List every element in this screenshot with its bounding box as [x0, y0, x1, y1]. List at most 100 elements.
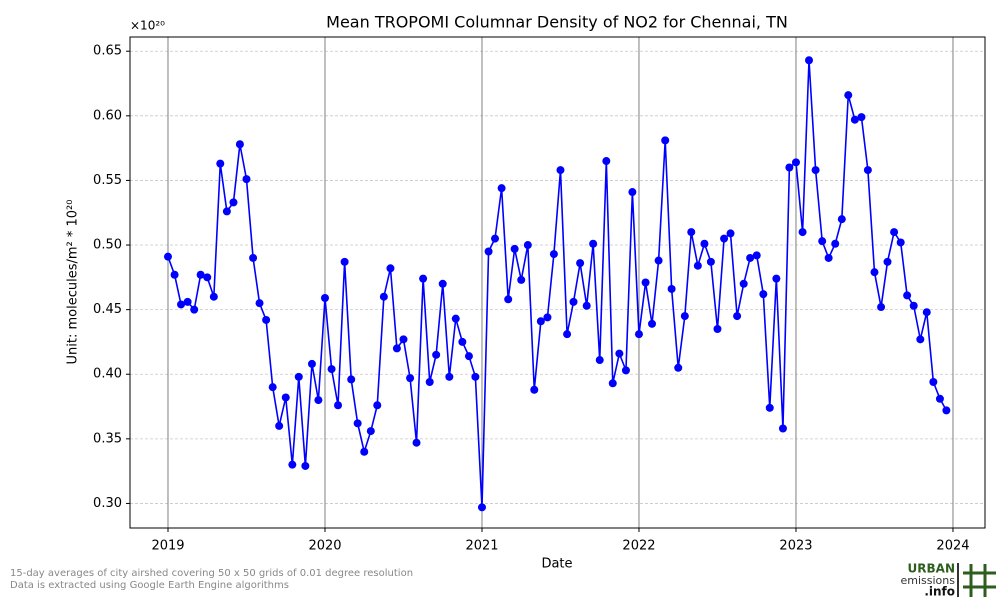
data-point	[334, 401, 343, 410]
data-point	[530, 385, 539, 394]
data-point	[497, 184, 506, 193]
y-tick-label: 0.60	[93, 108, 122, 123]
data-point	[163, 252, 172, 261]
data-point	[661, 136, 670, 145]
data-point	[425, 377, 434, 386]
data-point	[648, 319, 657, 328]
data-point	[471, 372, 480, 381]
data-point	[909, 301, 918, 310]
y-tick-label: 0.45	[93, 302, 122, 317]
data-point	[896, 238, 905, 247]
data-point	[445, 372, 454, 381]
data-point	[451, 314, 460, 323]
data-point	[216, 159, 225, 168]
data-point	[935, 394, 944, 403]
data-point	[811, 166, 820, 175]
data-point	[281, 393, 290, 402]
logo-text: emissions	[901, 574, 956, 587]
y-axis-label: Unit: molecules/m² * 10²⁰	[66, 200, 81, 365]
data-point	[340, 257, 349, 266]
data-point	[177, 300, 186, 309]
data-point	[870, 268, 879, 277]
data-point	[438, 279, 447, 288]
y-tick-label: 0.55	[93, 173, 122, 188]
data-point	[510, 244, 519, 253]
data-point	[556, 166, 565, 175]
data-point	[700, 239, 709, 248]
data-point	[275, 421, 284, 430]
data-point	[491, 234, 500, 243]
data-point	[818, 237, 827, 246]
data-point	[608, 379, 617, 388]
data-point	[419, 274, 428, 283]
data-point	[255, 299, 264, 308]
data-point	[883, 257, 892, 266]
data-point	[746, 253, 755, 262]
data-point	[222, 207, 231, 216]
data-point	[589, 239, 598, 248]
data-point	[582, 301, 591, 310]
data-point	[720, 234, 729, 243]
data-point	[190, 305, 199, 314]
data-point	[667, 284, 676, 293]
data-point	[576, 259, 585, 268]
data-point	[595, 356, 604, 365]
data-point	[831, 239, 840, 248]
data-point	[903, 291, 912, 300]
data-point	[785, 163, 794, 172]
y-tick-label: 0.35	[93, 431, 122, 446]
logo-grid	[963, 564, 996, 597]
footnote: 15-day averages of city airshed covering…	[10, 568, 413, 579]
footnote: Data is extracted using Google Earth Eng…	[10, 580, 289, 591]
data-point	[563, 330, 572, 339]
data-point	[680, 312, 689, 321]
data-point	[504, 295, 513, 304]
data-point	[464, 352, 473, 361]
data-point	[857, 113, 866, 122]
chart-title: Mean TROPOMI Columnar Density of NO2 for…	[326, 13, 788, 32]
data-point	[386, 264, 395, 273]
y-tick-label: 0.50	[93, 238, 122, 253]
data-point	[242, 175, 251, 184]
data-point	[922, 308, 931, 317]
data-point	[543, 313, 552, 322]
data-point	[536, 317, 545, 326]
data-point	[327, 365, 336, 374]
data-point	[641, 278, 650, 287]
data-point	[634, 330, 643, 339]
data-point	[726, 229, 735, 238]
data-point	[805, 56, 814, 65]
data-point	[458, 337, 467, 346]
data-point	[844, 91, 853, 100]
data-point	[765, 403, 774, 412]
data-point	[733, 312, 742, 321]
data-point	[320, 294, 329, 303]
data-point	[517, 275, 526, 284]
data-point	[347, 375, 356, 384]
data-point	[203, 273, 212, 282]
data-point	[824, 253, 833, 262]
x-axis-label: Date	[541, 557, 572, 572]
y-tick-label: 0.30	[93, 496, 122, 511]
data-point	[307, 359, 316, 368]
data-point	[863, 166, 872, 175]
data-point	[569, 297, 578, 306]
data-point	[877, 303, 886, 312]
data-point	[406, 374, 415, 383]
data-point	[942, 406, 951, 415]
y-tick-label: 0.65	[93, 44, 122, 59]
data-point	[183, 297, 192, 306]
y-tick-label: 0.40	[93, 367, 122, 382]
data-point	[268, 383, 277, 392]
data-point	[713, 325, 722, 334]
data-point	[379, 292, 388, 301]
data-point	[484, 247, 493, 256]
x-tick-label: 2024	[936, 539, 969, 554]
data-point	[262, 315, 271, 324]
data-point	[752, 251, 761, 260]
data-point	[739, 279, 748, 288]
x-tick-label: 2022	[622, 539, 655, 554]
data-point	[294, 372, 303, 381]
data-point	[399, 335, 408, 344]
data-point	[235, 140, 244, 149]
